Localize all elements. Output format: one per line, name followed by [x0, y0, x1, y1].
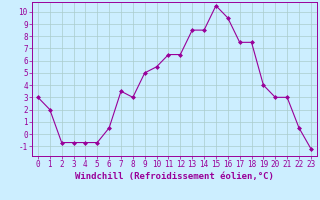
X-axis label: Windchill (Refroidissement éolien,°C): Windchill (Refroidissement éolien,°C) — [75, 172, 274, 181]
